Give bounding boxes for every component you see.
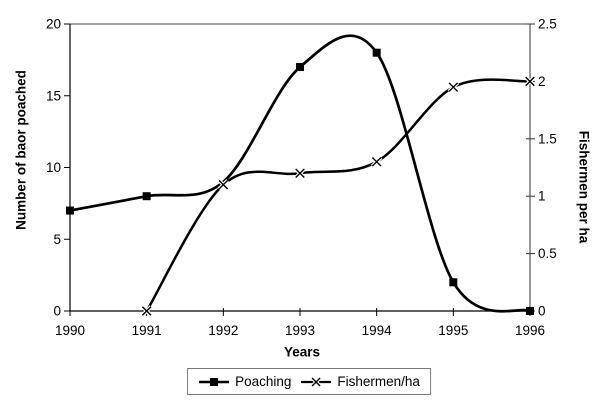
legend-label-fishermen: Fishermen/ha <box>337 374 420 389</box>
legend: Poaching Fishermen/ha <box>187 368 431 395</box>
left-axis-tick-label: 5 <box>53 232 61 247</box>
poaching-point-marker <box>296 63 304 72</box>
left-axis-tick-label: 20 <box>46 17 61 32</box>
left-axis-tick-label: 15 <box>46 88 61 103</box>
fishermen-point-marker <box>371 156 382 167</box>
legend-item-poaching: Poaching <box>198 374 291 389</box>
right-axis-tick-label: 0.5 <box>538 246 557 261</box>
x-axis-tick-label: 1994 <box>362 323 393 338</box>
legend-item-fishermen: Fishermen/ha <box>300 374 420 389</box>
x-axis-tick-label: 1993 <box>285 323 315 338</box>
poaching-point-marker <box>66 206 74 215</box>
x-axis-tick-label: 1992 <box>208 323 238 338</box>
poaching-point-marker <box>142 192 151 201</box>
right-axis-tick-label: 0 <box>538 304 546 319</box>
left-axis-tick-label: 10 <box>46 160 61 175</box>
x-axis-tick-label: 1990 <box>55 323 85 338</box>
x-axis-tick-label: 1991 <box>132 323 162 338</box>
right-axis-tick-label: 2.5 <box>538 17 557 32</box>
fishermen-marker-icon <box>301 376 332 387</box>
fishermen-point-marker <box>141 306 152 316</box>
left-axis-title: Number of baor poached <box>13 70 29 230</box>
left-axis-tick-label: 0 <box>53 304 61 319</box>
right-axis-title: Fishermen per ha <box>576 130 592 244</box>
poaching-point-marker <box>449 278 458 287</box>
fishermen-point-marker <box>295 168 305 179</box>
fishermen-point-marker <box>218 179 229 190</box>
fishermen-point-marker <box>525 76 535 87</box>
poaching-marker-icon <box>199 377 230 386</box>
poaching-point-marker <box>526 307 534 315</box>
right-axis-tick-label: 1 <box>538 189 546 204</box>
x-axis-tick-label: 1996 <box>515 323 545 338</box>
right-axis-tick-label: 1.5 <box>538 131 557 146</box>
right-axis-tick-label: 2 <box>538 74 546 89</box>
x-axis-title: Years <box>283 344 321 360</box>
fishermen-point-marker <box>448 82 459 92</box>
legend-label-poaching: Poaching <box>235 374 292 389</box>
x-axis-tick-label: 1995 <box>438 323 468 338</box>
fishermen-line <box>145 78 532 313</box>
poaching-point-marker <box>372 48 381 57</box>
